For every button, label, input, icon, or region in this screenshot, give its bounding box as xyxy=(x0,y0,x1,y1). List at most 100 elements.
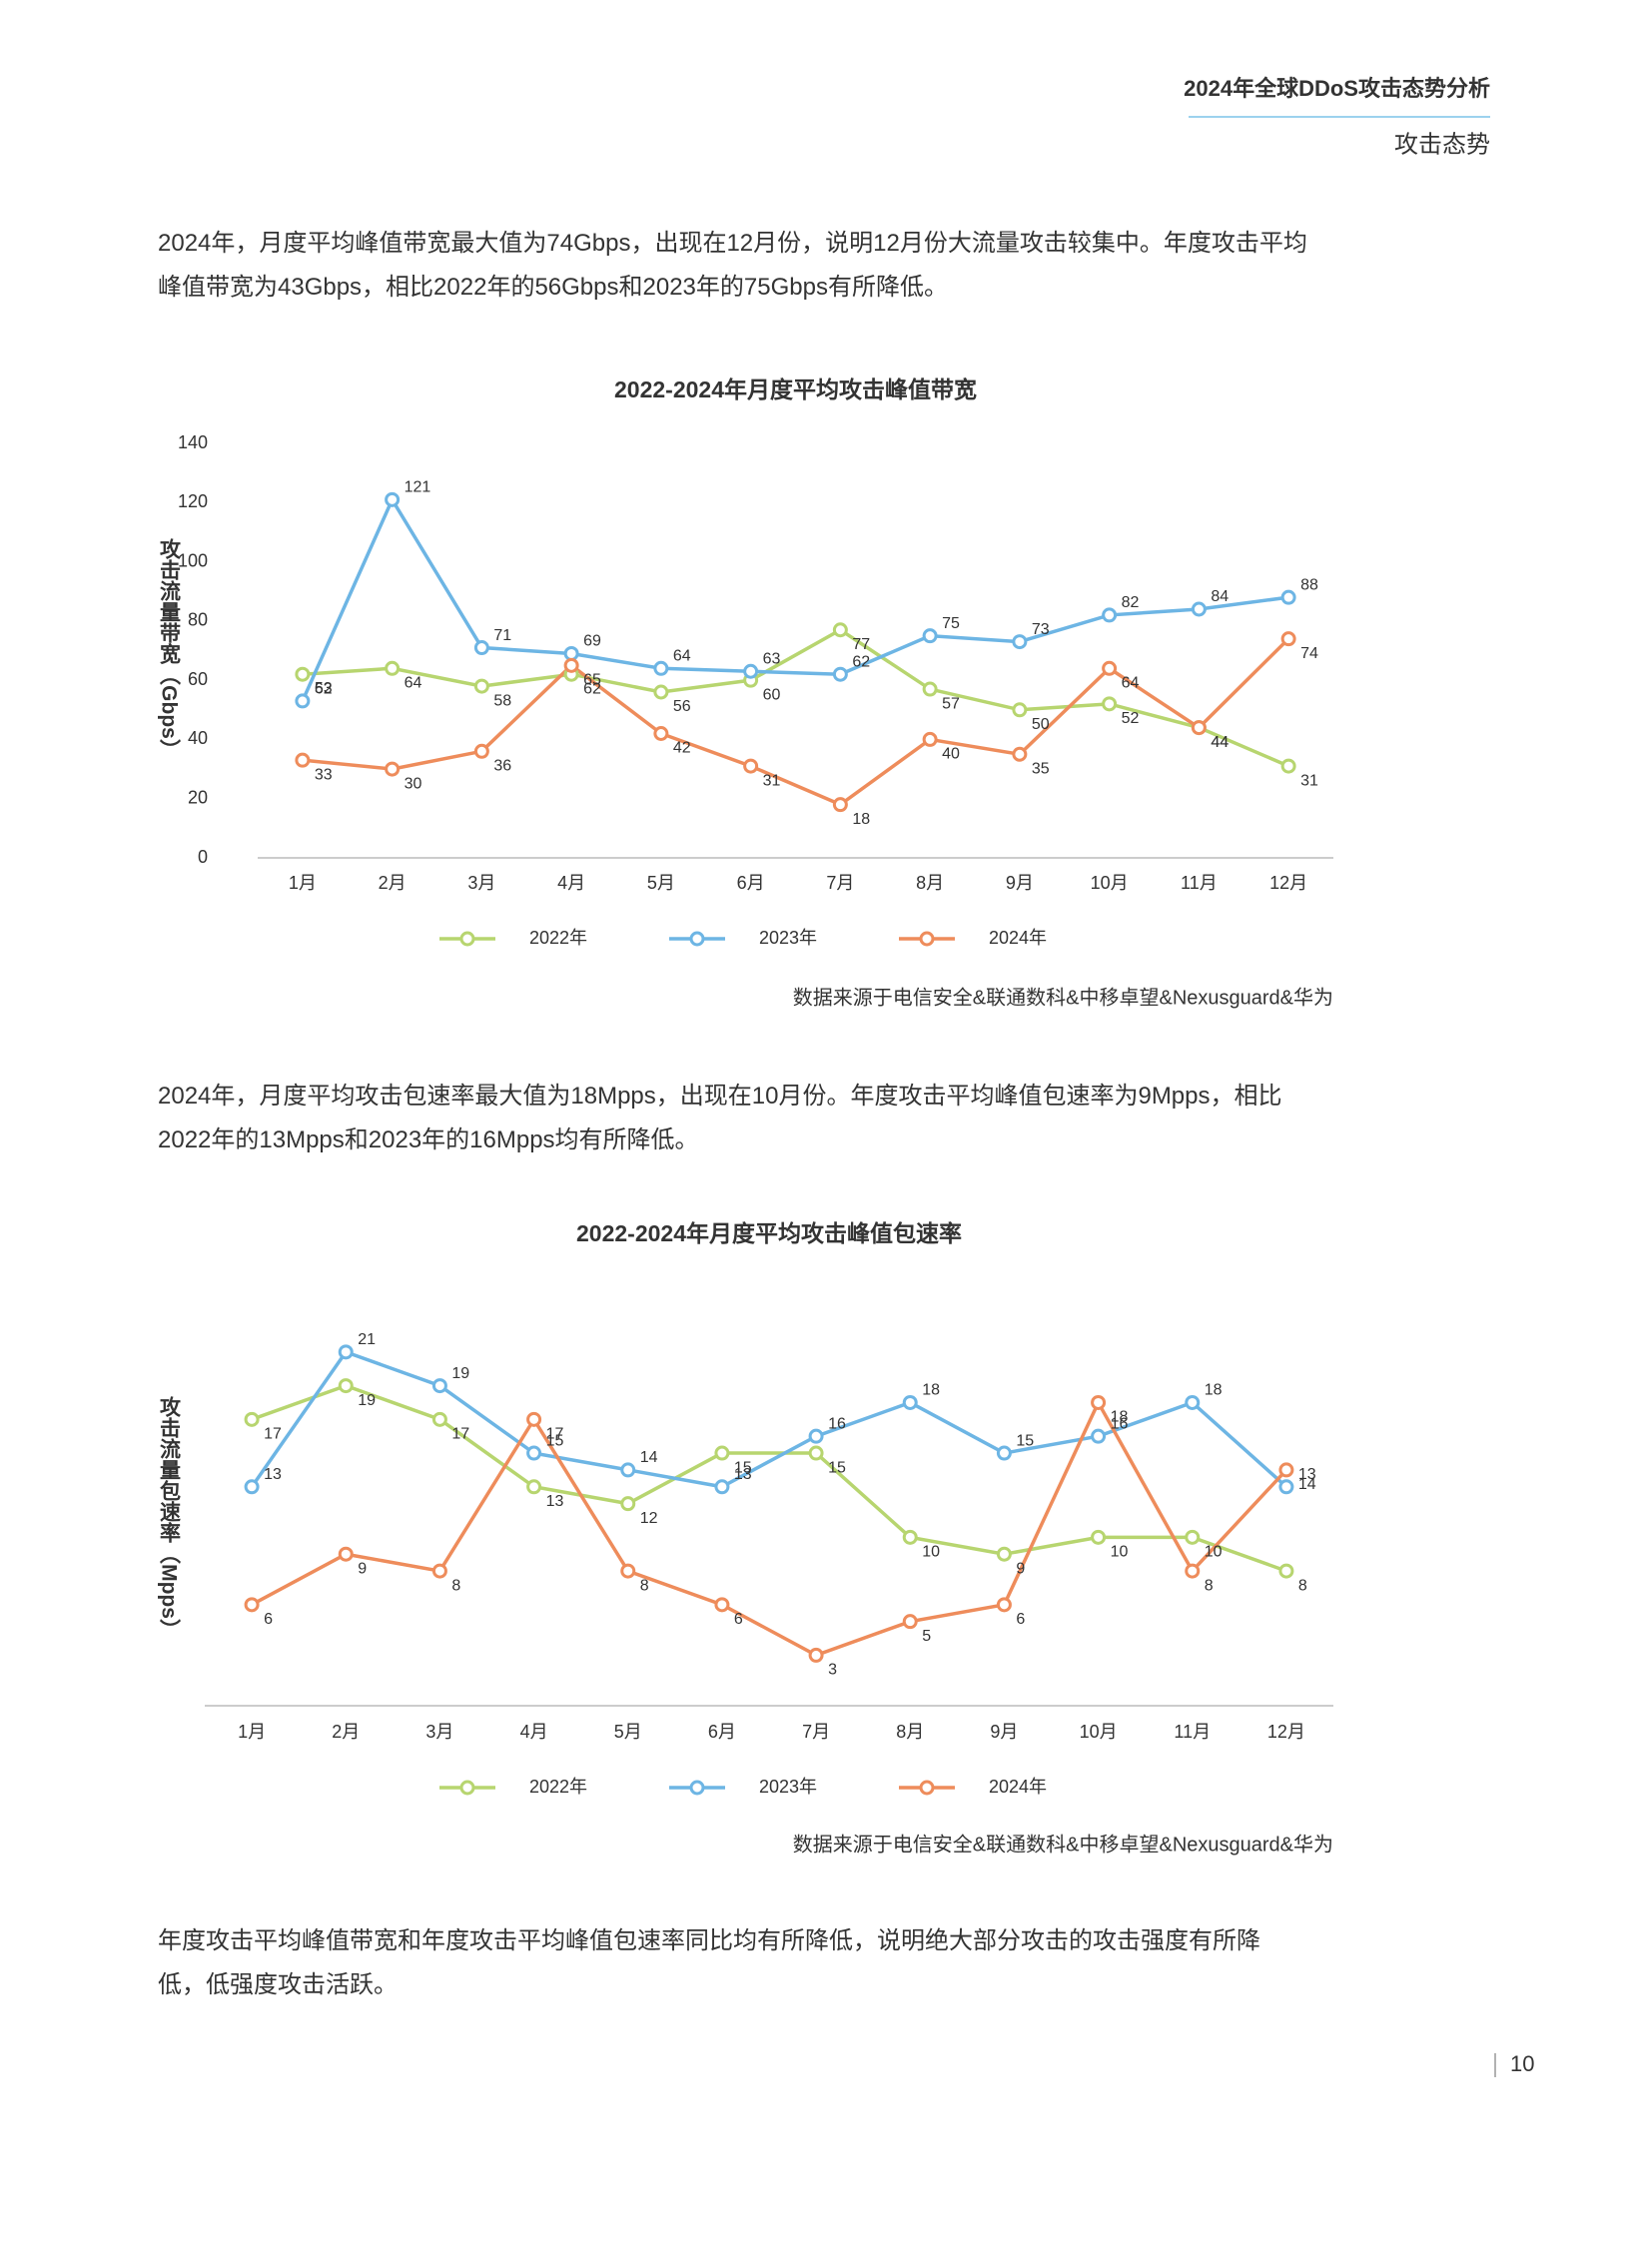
paragraph: 2024年，月度平均峰值带宽最大值为74Gbps，出现在12月份，说明12月份大… xyxy=(158,222,1307,310)
x-tick-label: 3月 xyxy=(467,873,495,893)
data-point xyxy=(1191,720,1207,736)
data-point xyxy=(1185,1394,1201,1410)
data-label: 17 xyxy=(451,1426,469,1443)
data-label: 3 xyxy=(828,1662,837,1679)
data-point xyxy=(653,726,669,741)
data-label: 40 xyxy=(942,746,960,763)
data-point xyxy=(1278,1563,1294,1579)
data-label: 33 xyxy=(315,766,333,783)
data-label: 15 xyxy=(734,1459,752,1476)
data-point xyxy=(902,1394,918,1410)
data-point xyxy=(473,640,489,656)
data-label: 13 xyxy=(546,1493,564,1510)
data-point xyxy=(808,1647,824,1663)
y-tick-label: 0 xyxy=(198,847,208,867)
x-tick-label: 9月 xyxy=(1006,873,1034,893)
x-tick-label: 7月 xyxy=(826,873,854,893)
data-label: 10 xyxy=(1111,1544,1129,1561)
data-label: 77 xyxy=(852,636,870,653)
data-point xyxy=(244,1479,260,1495)
data-label: 21 xyxy=(358,1331,376,1348)
data-label: 50 xyxy=(1032,716,1050,733)
data-point xyxy=(653,684,669,700)
data-point xyxy=(1185,1563,1201,1579)
data-label: 44 xyxy=(1211,734,1229,751)
data-point xyxy=(808,1445,824,1461)
data-point xyxy=(1102,696,1118,712)
data-point xyxy=(338,1344,354,1360)
data-label: 15 xyxy=(828,1459,846,1476)
data-point xyxy=(431,1411,447,1427)
data-point xyxy=(996,1597,1012,1613)
x-tick-label: 6月 xyxy=(708,1722,736,1742)
data-label: 10 xyxy=(1205,1544,1223,1561)
data-label: 73 xyxy=(1032,621,1050,638)
data-point xyxy=(1185,1529,1201,1545)
data-label: 15 xyxy=(1016,1432,1034,1449)
chart-title: 2022-2024年月度平均攻击峰值带宽 xyxy=(614,376,977,402)
paragraph-line: 2024年，月度平均攻击包速率最大值为18Mpps，出现在10月份。年度攻击平均… xyxy=(158,1083,1282,1110)
data-point xyxy=(1280,631,1296,647)
data-label: 57 xyxy=(942,695,960,712)
legend-marker xyxy=(689,1780,705,1796)
data-label: 8 xyxy=(640,1577,649,1594)
data-point xyxy=(832,797,848,813)
legend-marker xyxy=(689,931,705,947)
data-point xyxy=(922,628,938,644)
data-point xyxy=(244,1411,260,1427)
data-point xyxy=(1191,601,1207,617)
data-point xyxy=(1012,634,1028,650)
data-point xyxy=(295,752,311,768)
data-point xyxy=(620,1496,636,1512)
data-point xyxy=(653,660,669,676)
data-point xyxy=(620,1462,636,1478)
paragraph-line: 峰值带宽为43Gbps，相比2022年的56Gbps和2023年的75Gbps有… xyxy=(158,274,948,301)
data-point xyxy=(714,1479,730,1495)
chart-source: 数据来源于电信安全&联通数科&中移卓望&Nexusguard&华为 xyxy=(793,986,1333,1009)
data-label: 13 xyxy=(264,1466,282,1483)
data-label: 9 xyxy=(358,1560,367,1577)
data-label: 69 xyxy=(583,633,601,650)
data-label: 15 xyxy=(546,1432,564,1449)
data-point xyxy=(1280,758,1296,774)
data-point xyxy=(526,1479,542,1495)
data-label: 56 xyxy=(673,698,691,715)
data-label: 64 xyxy=(673,648,691,665)
x-tick-label: 10月 xyxy=(1080,1722,1118,1742)
y-tick-label: 20 xyxy=(188,787,208,807)
data-label: 82 xyxy=(1122,594,1140,611)
page-number: 10 xyxy=(1510,2051,1534,2076)
data-point xyxy=(714,1597,730,1613)
data-label: 13 xyxy=(1298,1466,1316,1483)
data-point xyxy=(385,761,401,777)
data-point xyxy=(1091,1394,1107,1410)
data-label: 19 xyxy=(451,1365,469,1382)
series-line xyxy=(302,637,1290,807)
x-tick-label: 2月 xyxy=(332,1722,360,1742)
data-point xyxy=(563,645,579,661)
data-label: 6 xyxy=(1016,1611,1025,1628)
x-tick-label: 2月 xyxy=(379,873,407,893)
data-label: 18 xyxy=(1205,1382,1223,1399)
data-label: 5 xyxy=(922,1628,931,1645)
data-point xyxy=(1280,589,1296,605)
paragraph-line: 2024年，月度平均峰值带宽最大值为74Gbps，出现在12月份，说明12月份大… xyxy=(158,230,1307,257)
data-label: 6 xyxy=(734,1611,743,1628)
data-label: 17 xyxy=(264,1426,282,1443)
y-tick-label: 100 xyxy=(178,550,208,570)
data-label: 14 xyxy=(640,1449,658,1466)
x-tick-label: 12月 xyxy=(1269,873,1307,893)
data-label: 52 xyxy=(1122,710,1140,727)
data-point xyxy=(1091,1428,1107,1444)
data-point xyxy=(922,731,938,747)
data-label: 60 xyxy=(763,686,781,703)
legend-marker xyxy=(919,1780,935,1796)
x-tick-label: 11月 xyxy=(1174,1722,1211,1742)
data-label: 74 xyxy=(1300,645,1318,662)
paragraph-line: 低，低强度攻击活跃。 xyxy=(158,1971,398,1998)
legend-marker xyxy=(459,931,475,947)
data-label: 18 xyxy=(1111,1409,1129,1426)
data-label: 44 xyxy=(1211,734,1229,751)
chart-source: 数据来源于电信安全&联通数科&中移卓望&Nexusguard&华为 xyxy=(793,1833,1333,1856)
